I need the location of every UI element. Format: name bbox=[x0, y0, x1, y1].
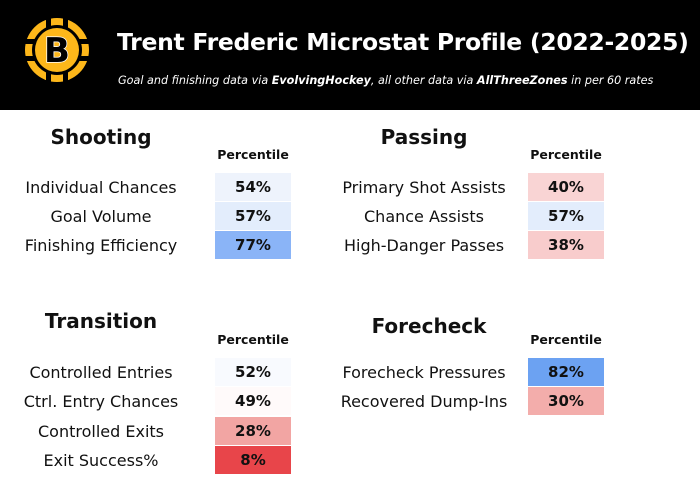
metric-label: Forecheck Pressures bbox=[342, 363, 506, 382]
percentile-header-transition: Percentile bbox=[217, 332, 289, 347]
metric-label: Controlled Exits bbox=[38, 422, 164, 441]
percentile-cell: 28% bbox=[215, 417, 291, 445]
page-subtitle: Goal and finishing data via EvolvingHock… bbox=[118, 74, 653, 87]
section-title-transition: Transition bbox=[44, 309, 158, 333]
metric-label: Finishing Efficiency bbox=[24, 236, 178, 255]
subtitle-source-1: EvolvingHockey bbox=[271, 74, 371, 87]
metric-label: Controlled Entries bbox=[29, 363, 173, 382]
subtitle-text-1: Goal and finishing data via bbox=[118, 74, 272, 87]
metric-label: Recovered Dump-Ins bbox=[340, 392, 508, 411]
metric-label: Goal Volume bbox=[50, 207, 152, 226]
percentile-cell: 38% bbox=[528, 231, 604, 259]
percentile-cell: 8% bbox=[215, 446, 291, 474]
metric-label: Chance Assists bbox=[364, 207, 484, 226]
subtitle-text-3: in per 60 rates bbox=[567, 74, 654, 87]
metric-label: Exit Success% bbox=[43, 451, 159, 470]
subtitle-text-2: , all other data via bbox=[370, 74, 477, 87]
header-banner: B Trent Frederic Microstat Profile (2022… bbox=[0, 0, 700, 110]
metric-label: Individual Chances bbox=[25, 178, 177, 197]
section-title-forecheck: Forecheck bbox=[371, 314, 487, 338]
percentile-cell: 54% bbox=[215, 173, 291, 201]
percentile-cell: 82% bbox=[528, 358, 604, 386]
percentile-cell: 57% bbox=[528, 202, 604, 230]
percentile-cell: 49% bbox=[215, 387, 291, 415]
bruins-logo: B bbox=[23, 16, 91, 84]
metric-label: Ctrl. Entry Chances bbox=[23, 392, 179, 411]
section-title-passing: Passing bbox=[380, 125, 468, 149]
logo-letter: B bbox=[44, 31, 70, 71]
percentile-cell: 77% bbox=[215, 231, 291, 259]
metric-label: High-Danger Passes bbox=[343, 236, 505, 255]
percentile-cell: 52% bbox=[215, 358, 291, 386]
percentile-cell: 40% bbox=[528, 173, 604, 201]
percentile-header-forecheck: Percentile bbox=[530, 332, 602, 347]
percentile-cell: 57% bbox=[215, 202, 291, 230]
percentile-header-passing: Percentile bbox=[530, 147, 602, 162]
section-title-shooting: Shooting bbox=[50, 125, 152, 149]
percentile-cell: 30% bbox=[528, 387, 604, 415]
subtitle-source-2: AllThreeZones bbox=[476, 74, 568, 87]
metric-label: Primary Shot Assists bbox=[342, 178, 506, 197]
page-title: Trent Frederic Microstat Profile (2022-2… bbox=[117, 28, 689, 56]
percentile-header-shooting: Percentile bbox=[217, 147, 289, 162]
